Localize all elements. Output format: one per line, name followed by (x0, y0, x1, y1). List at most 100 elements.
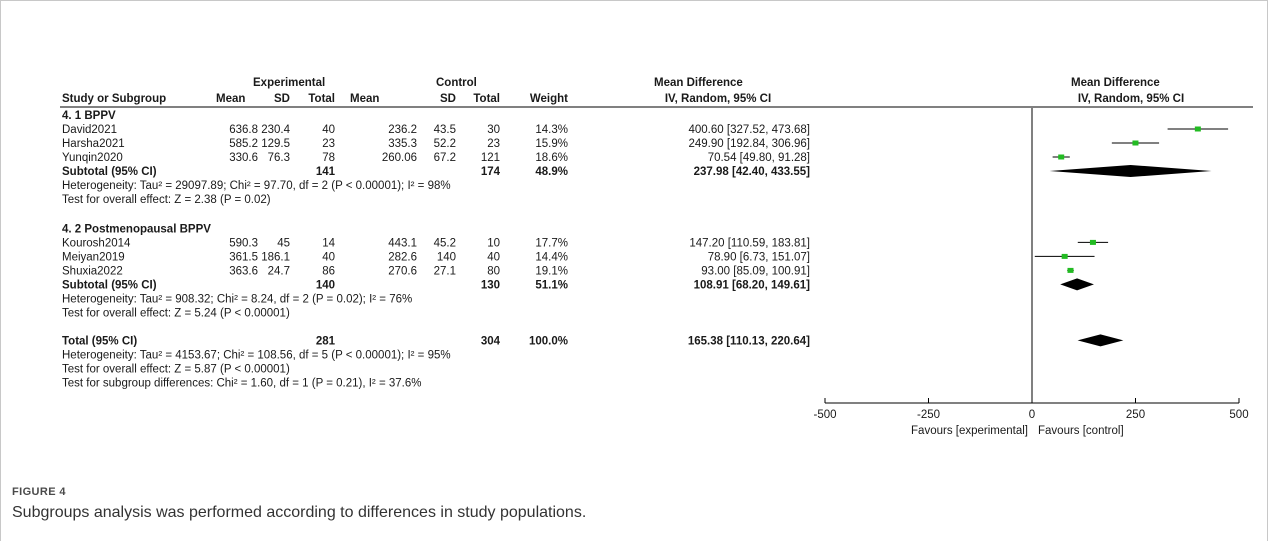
cell-exp-total: 86 (322, 265, 335, 277)
cell-md-ci: 108.91 [68.20, 149.61] (694, 279, 811, 291)
cell-exp-mean: 590.3 (229, 237, 258, 249)
figure-label: FIGURE 4 (12, 486, 66, 498)
point-estimate (1058, 154, 1065, 160)
x-tick-label: -250 (917, 409, 940, 421)
cell-ctl-total: 40 (487, 251, 500, 263)
summary-diamond (1077, 334, 1124, 347)
header-exp-sd: SD (274, 93, 290, 105)
header-ctl-sd: SD (440, 93, 456, 105)
cell-ctl-total: 121 (481, 152, 500, 164)
overall-effect-text: Test for overall effect: Z = 5.24 (P < 0… (62, 307, 290, 319)
cell-ctl-total: 10 (487, 237, 500, 249)
header-experimental: Experimental (253, 77, 325, 89)
heterogeneity-text: Heterogeneity: Tau² = 29097.89; Chi² = 9… (62, 180, 451, 192)
row-label: Shuxia2022 (62, 265, 123, 277)
cell-md-ci: 78.90 [6.73, 151.07] (708, 251, 810, 263)
cell-weight: 15.9% (535, 138, 568, 150)
cell-exp-sd: 186.1 (261, 251, 290, 263)
cell-weight: 19.1% (535, 265, 568, 277)
row-label: Subtotal (95% CI) (62, 279, 157, 291)
forest-plot: Experimental Control Mean Difference Mea… (60, 77, 1253, 437)
cell-ctl-mean: 282.6 (388, 251, 417, 263)
cell-ctl-total: 80 (487, 265, 500, 277)
row-label: Harsha2021 (62, 138, 125, 150)
point-estimate (1132, 140, 1139, 146)
cell-ctl-total: 130 (481, 279, 500, 291)
cell-ctl-sd: 45.2 (434, 237, 456, 249)
cell-md-ci: 400.60 [327.52, 473.68] (689, 124, 811, 136)
cell-ctl-total: 30 (487, 124, 500, 136)
cell-ctl-sd: 140 (437, 251, 456, 263)
cell-exp-mean: 363.6 (229, 265, 258, 277)
cell-ctl-mean: 443.1 (388, 237, 417, 249)
cell-ctl-mean: 270.6 (388, 265, 417, 277)
header-mean-difference: Mean Difference (654, 77, 743, 89)
favours-left-label: Favours [experimental] (911, 425, 1028, 437)
header-study: Study or Subgroup (62, 93, 166, 105)
cell-ctl-total: 23 (487, 138, 500, 150)
cell-exp-total: 40 (322, 251, 335, 263)
cell-exp-sd: 230.4 (261, 124, 290, 136)
header-exp-mean: Mean (216, 93, 245, 105)
heterogeneity-text: Heterogeneity: Tau² = 908.32; Chi² = 8.2… (62, 293, 412, 305)
row-label: Total (95% CI) (62, 335, 137, 347)
cell-ctl-sd: 52.2 (434, 138, 456, 150)
cell-ctl-mean: 335.3 (388, 138, 417, 150)
row-label: Yunqin2020 (62, 152, 123, 164)
point-estimate (1194, 126, 1201, 132)
figure-caption: Subgroups analysis was performed accordi… (12, 504, 587, 521)
cell-md-ci: 70.54 [49.80, 91.28] (708, 152, 810, 164)
summary-diamond (1049, 165, 1212, 177)
cell-ctl-sd: 67.2 (434, 152, 456, 164)
x-tick-label: -500 (813, 409, 836, 421)
cell-weight: 18.6% (535, 152, 568, 164)
cell-ctl-mean: 260.06 (382, 152, 417, 164)
header-plot-title: Mean Difference (1071, 77, 1160, 89)
cell-exp-mean: 330.6 (229, 152, 258, 164)
cell-weight: 14.4% (535, 251, 568, 263)
subgroup-differences-text: Test for subgroup differences: Chi² = 1.… (62, 377, 421, 389)
x-tick-label: 500 (1229, 409, 1248, 421)
cell-exp-total: 281 (316, 335, 336, 347)
cell-exp-mean: 585.2 (229, 138, 258, 150)
table-headers: Experimental Control Mean Difference Mea… (62, 77, 1184, 105)
table-rows: 4. 1 BPPV David2021 636.8 230.4 40 236.2 43.5 3… (62, 110, 810, 389)
cell-exp-total: 40 (322, 124, 335, 136)
header-ctl-mean: Mean (350, 93, 379, 105)
point-estimate (1089, 239, 1096, 245)
header-exp-total: Total (308, 93, 335, 105)
forest-plot-area: -500 -250 0 250 500 Favours [experimental] Fav… (813, 108, 1249, 437)
cell-ctl-sd: 43.5 (434, 124, 456, 136)
subgroup-title: 4. 1 BPPV (62, 110, 116, 122)
overall-effect-text: Test for overall effect: Z = 2.38 (P = 0… (62, 194, 271, 206)
total-overall-effect-text: Test for overall effect: Z = 5.87 (P < 0… (62, 363, 290, 375)
cell-weight: 17.7% (535, 237, 568, 249)
cell-md-ci: 249.90 [192.84, 306.96] (689, 138, 811, 150)
cell-exp-sd: 129.5 (261, 138, 290, 150)
cell-exp-sd: 45 (277, 237, 290, 249)
cell-ctl-total: 304 (481, 335, 501, 347)
cell-md-ci: 147.20 [110.59, 183.81] (689, 237, 810, 249)
favours-right-label: Favours [control] (1038, 425, 1124, 437)
cell-md-ci: 165.38 [110.13, 220.64] (688, 335, 810, 347)
header-md-method: IV, Random, 95% CI (665, 93, 771, 105)
cell-ctl-mean: 236.2 (388, 124, 417, 136)
cell-weight: 100.0% (529, 335, 568, 347)
cell-exp-total: 23 (322, 138, 335, 150)
header-weight: Weight (530, 93, 568, 105)
x-tick-label: 0 (1029, 409, 1035, 421)
header-plot-method: IV, Random, 95% CI (1078, 93, 1184, 105)
cell-weight: 14.3% (535, 124, 568, 136)
cell-exp-mean: 361.5 (229, 251, 258, 263)
row-label: Meiyan2019 (62, 251, 125, 263)
x-tick-label: 250 (1126, 409, 1145, 421)
cell-exp-total: 141 (316, 166, 336, 178)
cell-weight: 48.9% (535, 166, 568, 178)
point-estimate (1061, 253, 1068, 259)
cell-md-ci: 93.00 [85.09, 100.91] (701, 265, 810, 277)
cell-weight: 51.1% (535, 279, 568, 291)
cell-ctl-sd: 27.1 (434, 265, 456, 277)
summary-diamond (1060, 278, 1094, 291)
cell-ctl-total: 174 (481, 166, 501, 178)
row-label: Subtotal (95% CI) (62, 166, 157, 178)
